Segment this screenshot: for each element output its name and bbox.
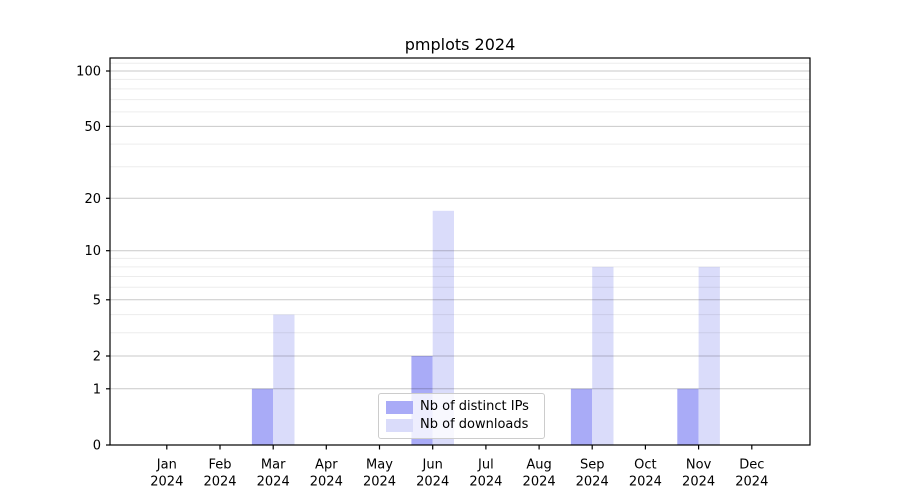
y-tick-label: 100 — [76, 65, 101, 80]
x-tick-label-month: Jun — [422, 458, 443, 473]
bar-ips-nov — [677, 388, 699, 445]
plot-border — [109, 57, 811, 446]
x-tick-label-month: Mar — [261, 458, 286, 473]
legend-swatch-downloads — [386, 418, 413, 432]
x-tick-label-month: May — [366, 458, 393, 473]
y-tick-label: 10 — [84, 244, 101, 259]
chart-title: pmplots 2024 — [404, 35, 516, 54]
x-tick-label-year: 2024 — [257, 475, 290, 490]
x-tick-label-year: 2024 — [576, 475, 609, 490]
y-tick-label: 20 — [84, 192, 101, 207]
legend-swatch-distinct-ips — [386, 400, 413, 414]
x-tick-label-month: Sep — [580, 458, 605, 473]
bar-ips-mar — [251, 388, 274, 445]
x-tick-label-month: Aug — [526, 458, 551, 473]
y-tick-label: 5 — [93, 293, 101, 308]
y-axis: 0 1 2 5 10 20 50 100 — [76, 65, 110, 454]
x-tick-label-year: 2024 — [310, 475, 343, 490]
x-tick-label-year: 2024 — [682, 475, 715, 490]
y-tick-label: 0 — [93, 439, 101, 454]
bar-downloads-nov — [698, 266, 720, 445]
x-axis: Jan 2024 Feb 2024 Mar 2024 Apr 2024 May 2024 Jun 20… — [150, 445, 768, 490]
legend-label-downloads: Nb of downloads — [420, 417, 529, 432]
bar-ips-sep — [570, 388, 593, 445]
gridlines-layer — [110, 62, 810, 390]
x-tick-label-year: 2024 — [735, 475, 768, 490]
x-tick-label-year: 2024 — [363, 475, 396, 490]
legend-row: Nb of distinct IPs — [386, 398, 537, 416]
legend-label-distinct-ips: Nb of distinct IPs — [420, 399, 529, 414]
y-tick-label: 2 — [93, 350, 101, 365]
x-tick-label-month: Apr — [315, 458, 338, 473]
x-tick-label-month: Feb — [208, 458, 231, 473]
x-tick-label-year: 2024 — [469, 475, 502, 490]
legend-row: Nb of downloads — [386, 416, 537, 434]
y-tick-label: 1 — [93, 382, 101, 397]
y-tick-label: 50 — [84, 120, 101, 135]
x-tick-label-month: Nov — [686, 458, 712, 473]
x-tick-label-year: 2024 — [203, 475, 236, 490]
bar-downloads-mar — [273, 314, 295, 445]
x-tick-label-month: Jul — [477, 458, 494, 473]
bar-downloads-sep — [592, 266, 614, 445]
legend: Nb of distinct IPs Nb of downloads — [378, 393, 545, 439]
x-tick-label-year: 2024 — [523, 475, 556, 490]
x-tick-label-month: Dec — [739, 458, 764, 473]
x-tick-label-month: Oct — [634, 458, 656, 473]
bar-downloads-jun — [432, 210, 454, 445]
x-tick-label-year: 2024 — [150, 475, 183, 490]
x-tick-label-year: 2024 — [416, 475, 449, 490]
x-tick-label-year: 2024 — [629, 475, 662, 490]
x-tick-label-month: Jan — [156, 458, 177, 473]
